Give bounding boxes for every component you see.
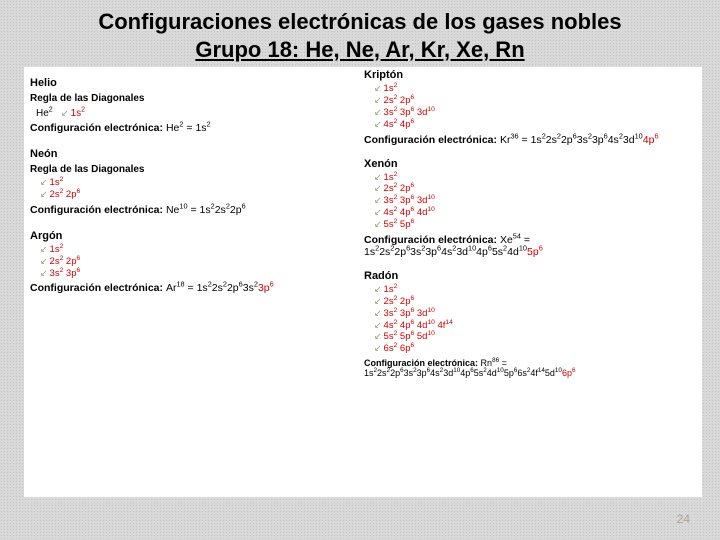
rule-label-neon: Regla de las Diagonales (30, 164, 369, 175)
config-end: 6p6 (562, 368, 576, 378)
tick-icon: ↙ (374, 83, 382, 93)
config-line-radon: Configuración electrónica: Rn86 = 1s22s2… (364, 358, 704, 378)
tick-icon: ↙ (374, 331, 382, 341)
config-end: 3p6 (258, 282, 274, 294)
page-number: 24 (677, 512, 690, 526)
config-label: Configuración electrónica: (30, 122, 163, 134)
tick-icon: ↙ (40, 244, 48, 254)
element-name-argon: Argón (30, 230, 369, 242)
tick-icon: ↙ (374, 172, 382, 182)
title-line-2: Grupo 18: He, Ne, Ar, Kr, Xe, Rn (14, 36, 706, 64)
diag-row: ↙2s2 2p6 (374, 95, 704, 107)
diag-row: ↙3s2 3p6 (40, 268, 369, 280)
diag-row: ↙5s2 5p6 (374, 219, 704, 231)
config-line-argon: Configuración electrónica: Ar18 = 1s22s2… (30, 282, 369, 294)
diag-block-xenon: ↙1s2 ↙2s2 2p6 ↙3s2 3p6 3d10 ↙4s2 4p6 4d1… (374, 172, 704, 231)
tick-icon: ↙ (374, 195, 382, 205)
element-name-kripton: Kriptón (364, 69, 704, 81)
tick-icon: ↙ (374, 207, 382, 217)
tick-icon: ↙ (374, 296, 382, 306)
tick-icon: ↙ (374, 343, 382, 353)
diag-row: ↙4s2 4p6 4d10 4f14 (374, 320, 704, 332)
tick-icon: ↙ (374, 95, 382, 105)
diag-row: ↙3s2 3p6 3d10 (374, 195, 704, 207)
diag-row: ↙2s2 2p6 (40, 189, 369, 201)
config-line-kripton: Configuración electrónica: Kr36 = 1s22s2… (364, 134, 704, 146)
tick-icon: ↙ (374, 107, 382, 117)
diag-block-kripton: ↙1s2 ↙2s2 2p6 ↙3s2 3p6 3d10 ↙4s2 4p6 (374, 83, 704, 131)
config-value: Ne10 = 1s22s22p6 (166, 204, 246, 216)
tick-icon: ↙ (61, 108, 69, 118)
title-line-1: Configuraciones electrónicas de los gase… (14, 8, 706, 36)
tick-icon: ↙ (374, 320, 382, 330)
config-value: He2 = 1s2 (166, 122, 211, 134)
diag-row: ↙6s2 6p6 (374, 343, 704, 355)
tick-icon: ↙ (40, 177, 48, 187)
config-value: Ar18 = 1s22s22p63s2 (166, 282, 258, 294)
diag-block-radon: ↙1s2 ↙2s2 2p6 ↙3s2 3p6 3d10 ↙4s2 4p6 4d1… (374, 284, 704, 355)
config-label: Configuración electrónica: (364, 134, 497, 146)
diag-row: ↙5s2 5p6 5d10 (374, 331, 704, 343)
symbol-helio: He2 ↙1s2 (36, 108, 369, 119)
element-name-xenon: Xenón (364, 158, 704, 170)
right-column: Kriptón ↙1s2 ↙2s2 2p6 ↙3s2 3p6 3d10 ↙4s2… (364, 67, 704, 378)
element-name-neon: Neón (30, 148, 369, 160)
content-panel: Helio Regla de las Diagonales He2 ↙1s2 C… (24, 67, 702, 497)
config-value: Kr36 = 1s22s22p63s23p64s23d10 (500, 134, 643, 146)
config-line-helio: Configuración electrónica: He2 = 1s2 (30, 122, 369, 134)
diag-row: ↙1s2 (374, 284, 704, 296)
symbol-text: He2 (36, 108, 53, 119)
diag-row: ↙1s2 (374, 83, 704, 95)
rule-label-helio: Regla de las Diagonales (30, 93, 369, 104)
tick-icon: ↙ (374, 183, 382, 193)
diag-row: ↙1s2 (40, 177, 369, 189)
diag-row: ↙1s2 (374, 172, 704, 184)
config-end: 5p6 (527, 246, 543, 258)
config-end: 4p6 (643, 134, 659, 146)
diag-row: ↙4s2 4p6 4d10 (374, 207, 704, 219)
diag-row: ↙3s2 3p6 3d10 (374, 107, 704, 119)
diag-row: 1s2 (71, 108, 85, 119)
diag-row: ↙2s2 2p6 (374, 296, 704, 308)
tick-icon: ↙ (40, 268, 48, 278)
diag-block-neon: ↙1s2 ↙2s2 2p6 (40, 177, 369, 201)
diag-row: ↙3s2 3p6 3d10 (374, 308, 704, 320)
config-label: Configuración electrónica: (364, 358, 478, 368)
diag-block-argon: ↙1s2 ↙2s2 2p6 ↙3s2 3p6 (40, 244, 369, 280)
tick-icon: ↙ (374, 308, 382, 318)
config-label: Configuración electrónica: (30, 282, 163, 294)
element-name-radon: Radón (364, 270, 704, 282)
diag-row: ↙2s2 2p6 (374, 183, 704, 195)
left-column: Helio Regla de las Diagonales He2 ↙1s2 C… (30, 71, 369, 294)
element-name-helio: Helio (30, 77, 369, 89)
tick-icon: ↙ (374, 284, 382, 294)
tick-icon: ↙ (374, 219, 382, 229)
tick-icon: ↙ (374, 119, 382, 129)
config-line-xenon: Configuración electrónica: Xe54 = 1s22s2… (364, 234, 704, 258)
diag-row: ↙1s2 (40, 244, 369, 256)
config-label: Configuración electrónica: (364, 234, 497, 246)
tick-icon: ↙ (40, 189, 48, 199)
tick-icon: ↙ (40, 256, 48, 266)
diag-row: ↙4s2 4p6 (374, 119, 704, 131)
diag-row: ↙2s2 2p6 (40, 256, 369, 268)
config-label: Configuración electrónica: (30, 204, 163, 216)
slide-title-block: Configuraciones electrónicas de los gase… (0, 0, 720, 67)
config-line-neon: Configuración electrónica: Ne10 = 1s22s2… (30, 204, 369, 216)
